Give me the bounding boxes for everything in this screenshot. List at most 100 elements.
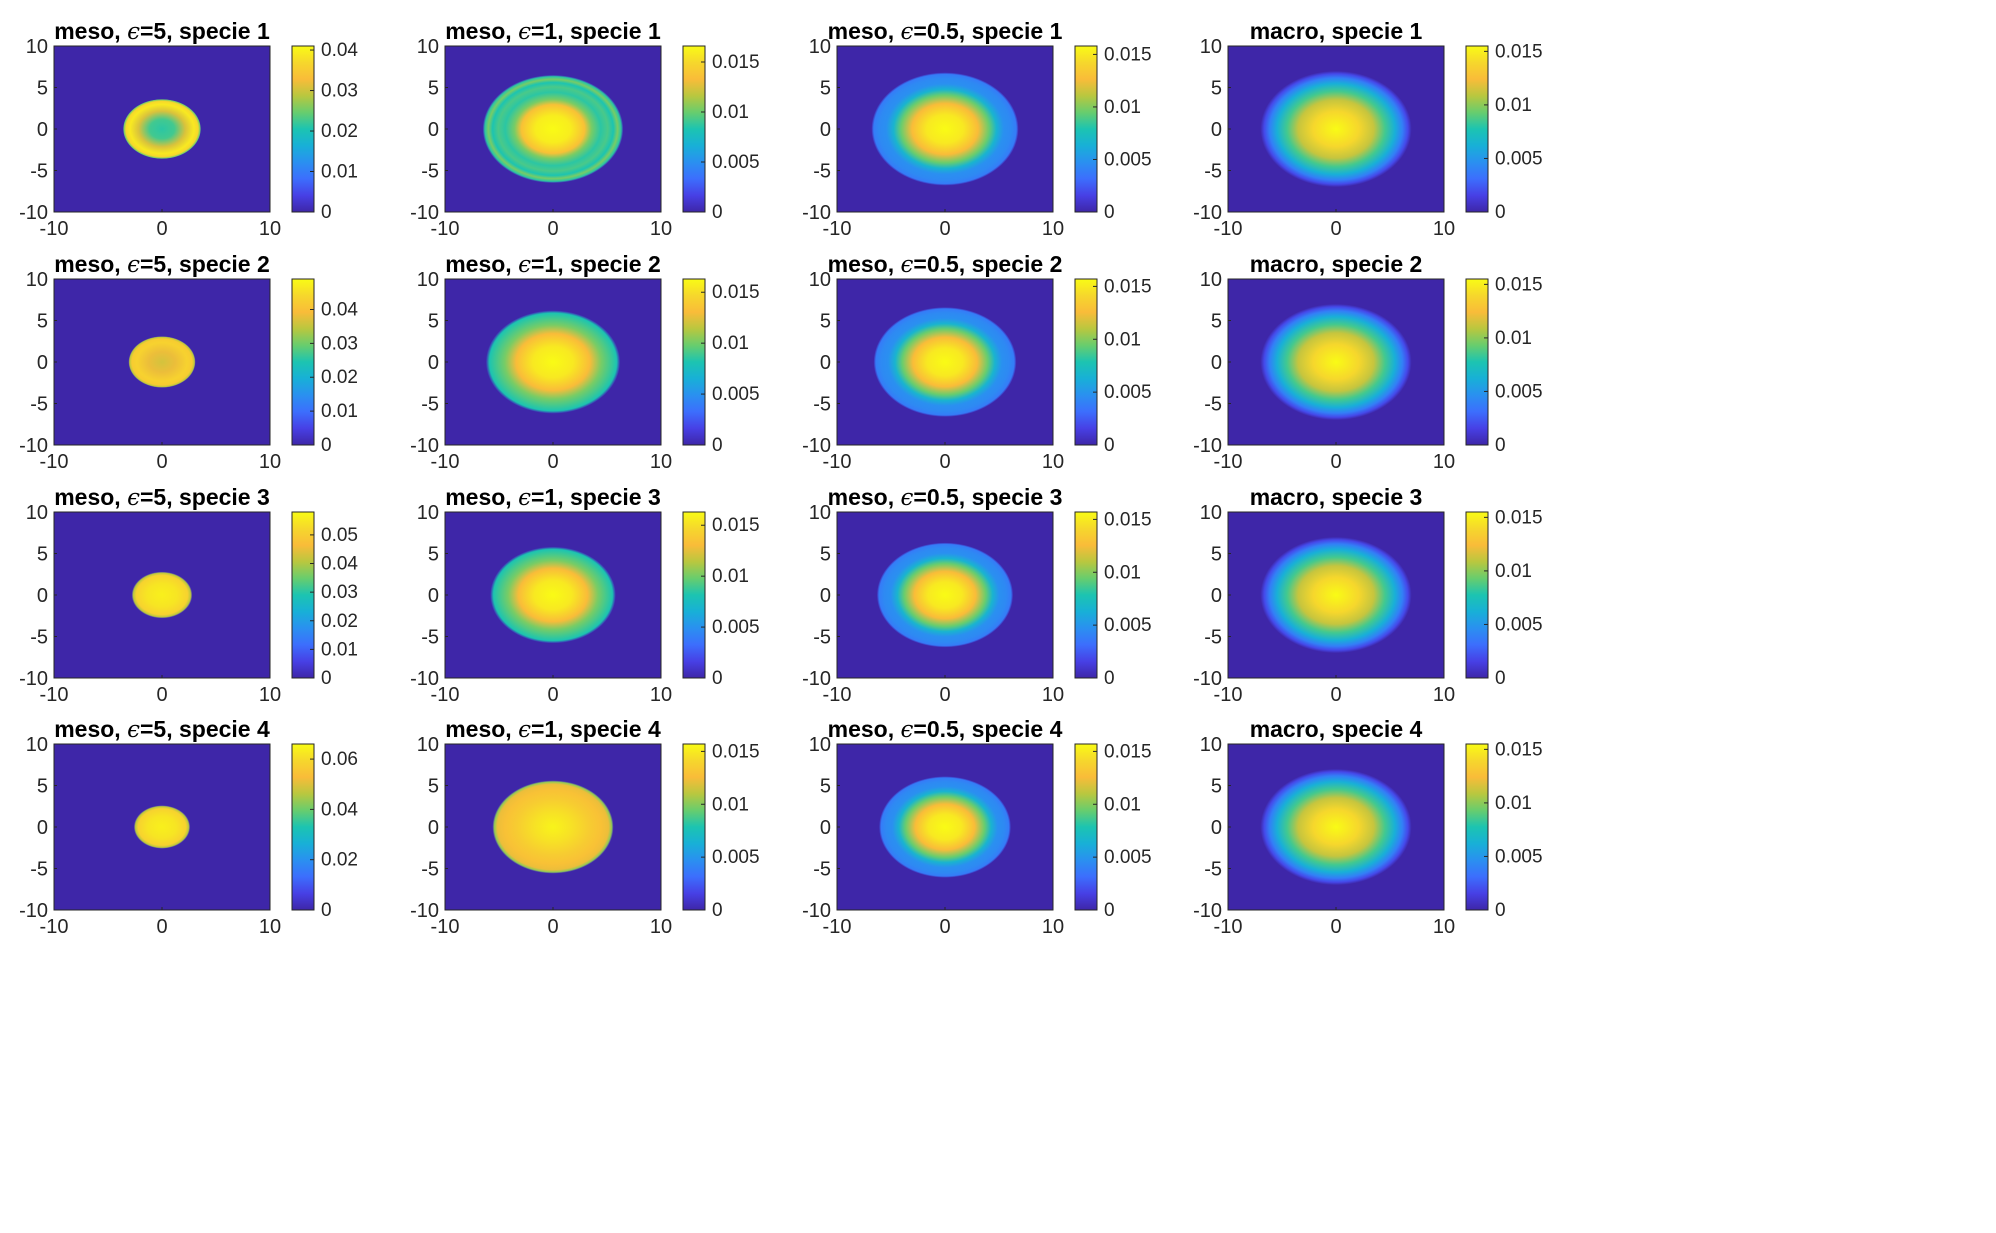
panel-title: meso, ϵ=5, specie 4 <box>54 716 270 743</box>
colorbar <box>291 45 315 213</box>
colorbar-tick-label: 0.015 <box>712 741 760 762</box>
panel-title: macro, specie 4 <box>1250 716 1423 742</box>
colorbar-tick-label: 0 <box>1495 668 1506 689</box>
density-blob <box>133 805 191 849</box>
colorbar <box>682 278 706 446</box>
y-tick-label: 10 <box>417 269 439 291</box>
x-tick-label: 0 <box>547 218 558 240</box>
colorbar-tick-label: 0.005 <box>1104 615 1152 636</box>
colorbar-tick-label: 0.01 <box>1104 329 1141 350</box>
y-tick-label: 5 <box>428 78 439 100</box>
panel-title: meso, ϵ=1, specie 4 <box>445 716 661 743</box>
panel-title: meso, ϵ=5, specie 1 <box>54 18 270 45</box>
y-tick-label: 0 <box>428 119 439 141</box>
panel-16: macro, specie 4 -10 0 10 10 5 0 -5 -10 0 0.005 0.01… <box>1193 716 1542 938</box>
y-tick-label: 10 <box>809 502 831 524</box>
x-tick-label: 0 <box>1330 684 1341 706</box>
x-tick-label: 10 <box>259 916 281 938</box>
colorbar-tick-label: 0.015 <box>712 515 760 536</box>
density-blob <box>128 336 196 388</box>
density-blob <box>879 776 1011 878</box>
x-tick-label: 10 <box>1433 218 1455 240</box>
colorbar-tick-label: 0.01 <box>712 794 749 815</box>
colorbar-tick-label: 0.005 <box>1495 614 1543 635</box>
x-tick-label: 10 <box>1042 218 1064 240</box>
colorbar-tick-label: 0.02 <box>321 611 358 632</box>
y-tick-label: -5 <box>30 161 48 183</box>
x-tick-label: -10 <box>823 451 852 473</box>
colorbar <box>682 743 706 911</box>
y-tick-label: -5 <box>1204 394 1222 416</box>
y-tick-label: -10 <box>802 900 831 922</box>
density-blob <box>1260 536 1412 654</box>
x-tick-label: -10 <box>823 218 852 240</box>
y-tick-label: 0 <box>1211 119 1222 141</box>
y-tick-label: 5 <box>1211 311 1222 333</box>
x-tick-label: -10 <box>1214 451 1243 473</box>
y-tick-label: 10 <box>417 36 439 58</box>
colorbar <box>1074 45 1098 213</box>
x-tick-label: 0 <box>1330 451 1341 473</box>
colorbar-tick-label: 0 <box>712 202 723 223</box>
y-tick-label: 0 <box>1211 352 1222 374</box>
y-tick-label: -10 <box>1193 202 1222 224</box>
y-tick-label: 0 <box>37 585 48 607</box>
x-tick-label: 10 <box>1042 916 1064 938</box>
colorbar-tick-label: 0.05 <box>321 525 358 546</box>
y-tick-label: 10 <box>26 734 48 756</box>
panel-12: macro, specie 3 -10 0 10 10 5 0 -5 -10 0 0.005 0.01… <box>1193 484 1542 706</box>
x-tick-label: 0 <box>547 684 558 706</box>
colorbar-tick-label: 0.01 <box>1495 328 1532 349</box>
y-tick-label: 10 <box>809 269 831 291</box>
x-tick-label: -10 <box>1214 916 1243 938</box>
panel-9: meso, ϵ=5, specie 3 -10 0 10 10 5 0 -5 -10 0 0.01 0… <box>19 484 358 706</box>
colorbar-tick-label: 0.01 <box>321 639 358 660</box>
x-tick-label: 10 <box>259 684 281 706</box>
colorbar-tick-label: 0.01 <box>321 162 358 183</box>
y-tick-label: -10 <box>410 202 439 224</box>
x-tick-label: -10 <box>40 218 69 240</box>
colorbar-tick-label: 0.04 <box>321 799 358 820</box>
panel-2: meso, ϵ=1, specie 1 -10 0 10 10 5 0 -5 -10 0 0.005… <box>410 18 759 240</box>
y-tick-label: -10 <box>19 668 48 690</box>
x-tick-label: 0 <box>939 218 950 240</box>
colorbar-tick-label: 0.04 <box>321 299 358 320</box>
colorbar-tick-label: 0 <box>1104 668 1115 689</box>
y-tick-label: 5 <box>428 776 439 798</box>
density-blob <box>873 307 1017 417</box>
colorbar-tick-label: 0.005 <box>712 152 760 173</box>
y-tick-label: 0 <box>37 119 48 141</box>
density-blob <box>1260 768 1412 886</box>
x-tick-label: -10 <box>823 684 852 706</box>
colorbar <box>1465 743 1489 911</box>
y-tick-label: 5 <box>37 311 48 333</box>
panel-title: meso, ϵ=0.5, specie 2 <box>828 251 1063 278</box>
y-tick-label: -5 <box>813 394 831 416</box>
panel-title: meso, ϵ=0.5, specie 1 <box>828 18 1063 45</box>
y-tick-label: -10 <box>19 202 48 224</box>
panel-3: meso, ϵ=0.5, specie 1 -10 0 10 10 5 0 -5 -10 0 0.0… <box>802 18 1151 240</box>
colorbar <box>1465 278 1489 446</box>
panel-13: meso, ϵ=5, specie 4 -10 0 10 10 5 0 -5 -10 0 0.02 0… <box>19 716 358 938</box>
colorbar-tick-label: 0.005 <box>1495 381 1543 402</box>
x-tick-label: -10 <box>431 218 460 240</box>
colorbar-tick-label: 0.01 <box>321 401 358 422</box>
colorbar-tick-label: 0.005 <box>712 384 760 405</box>
panel-title: macro, specie 3 <box>1250 484 1423 510</box>
panel-title: meso, ϵ=5, specie 3 <box>54 484 270 511</box>
colorbar-tick-label: 0 <box>1104 900 1115 921</box>
panel-title: macro, specie 1 <box>1250 18 1423 44</box>
y-tick-label: -5 <box>30 627 48 649</box>
y-tick-label: -5 <box>813 859 831 881</box>
colorbar-tick-label: 0.01 <box>1104 562 1141 583</box>
y-tick-label: 5 <box>1211 776 1222 798</box>
x-tick-label: 10 <box>650 451 672 473</box>
x-tick-label: 0 <box>1330 916 1341 938</box>
colorbar-tick-label: 0.01 <box>712 102 749 123</box>
y-tick-label: -5 <box>421 394 439 416</box>
colorbar <box>291 743 315 911</box>
colorbar-tick-label: 0.01 <box>712 566 749 587</box>
y-tick-label: -10 <box>1193 668 1222 690</box>
colorbar <box>1074 511 1098 679</box>
